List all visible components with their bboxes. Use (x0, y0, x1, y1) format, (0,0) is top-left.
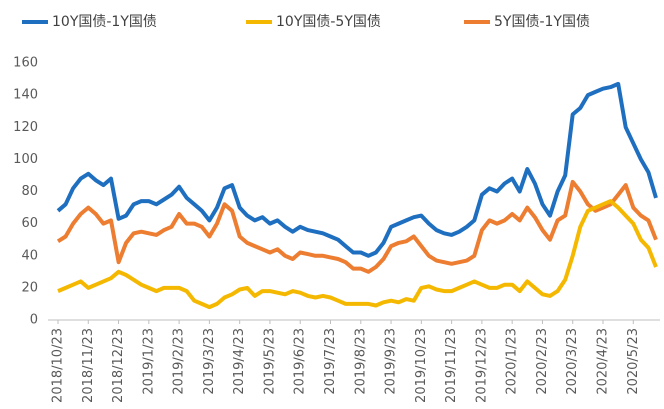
y-tick-label: 80 (21, 184, 38, 199)
x-tick-label: 2019/5/23 (262, 328, 277, 395)
y-tick-label: 140 (13, 88, 38, 103)
series-line (57, 199, 658, 310)
y-tick-label: 120 (13, 120, 38, 135)
y-tick-label: 40 (21, 248, 38, 263)
series-line (56, 179, 658, 274)
x-tick-label: 2019/3/23 (202, 328, 217, 395)
x-tick-label: 2019/2/23 (172, 328, 187, 395)
x-tick-label: 2018/11/23 (81, 328, 96, 403)
legend-label: 5Y国债-1Y国债 (494, 14, 590, 30)
legend-label: 10Y国债-1Y国债 (52, 14, 157, 30)
legend-label: 10Y国债-5Y国债 (276, 14, 381, 30)
x-tick-label: 2019/6/23 (293, 328, 308, 395)
y-tick-label: 160 (13, 56, 38, 71)
x-tick-label: 2019/11/23 (444, 328, 459, 403)
x-tick-label: 2019/12/23 (474, 328, 489, 403)
x-tick-label: 2019/10/23 (414, 328, 429, 403)
y-tick-label: 100 (13, 152, 38, 167)
x-tick-label: 2020/3/23 (565, 328, 580, 395)
x-tick-label: 2019/8/23 (353, 328, 368, 395)
x-tick-label: 2020/2/23 (535, 328, 550, 395)
x-tick-label: 2018/10/23 (51, 328, 66, 403)
x-tick-label: 2020/5/23 (626, 328, 641, 395)
x-tick-label: 2020/1/23 (505, 328, 520, 395)
series-line (56, 81, 658, 258)
y-tick-label: 20 (21, 280, 38, 295)
x-tick-label: 2019/7/23 (323, 328, 338, 395)
x-tick-label: 2019/1/23 (141, 328, 156, 395)
x-tick-label: 2018/12/23 (111, 328, 126, 403)
x-tick-label: 2019/9/23 (384, 328, 399, 395)
y-tick-label: 60 (21, 216, 38, 231)
x-tick-label: 2020/4/23 (596, 328, 611, 395)
y-tick-label: 0 (30, 313, 38, 328)
x-tick-label: 2019/4/23 (232, 328, 247, 395)
